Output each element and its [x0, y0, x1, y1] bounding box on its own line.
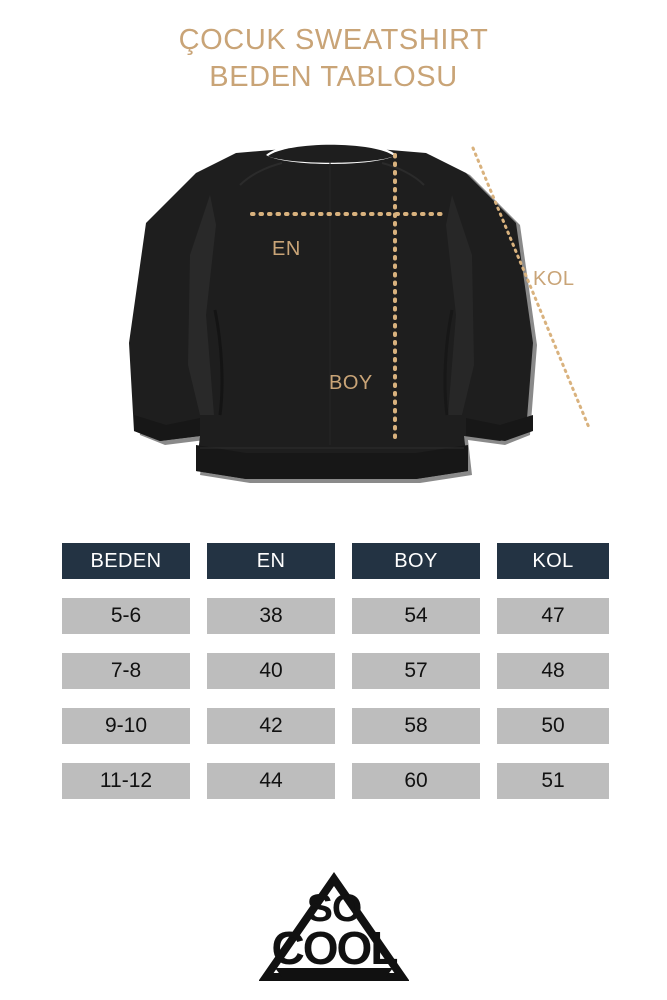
cell-sleeve: 51 — [497, 763, 609, 799]
page-title: ÇOCUK SWEATSHIRT BEDEN TABLOSU — [0, 22, 667, 96]
measure-label-sleeve: KOL — [533, 268, 575, 290]
cell-sleeve: 48 — [497, 653, 609, 689]
measure-label-length: BOY — [329, 372, 373, 394]
table-header-row: BEDEN EN BOY KOL — [62, 543, 610, 579]
table-row: 11-12 44 60 51 — [62, 763, 610, 799]
table-header-kol: KOL — [497, 543, 609, 579]
cell-length: 58 — [352, 708, 480, 744]
cell-width: 44 — [207, 763, 335, 799]
logo-text-so: SO — [306, 887, 360, 930]
page-title-line-2: BEDEN TABLOSU — [209, 61, 458, 94]
cell-length: 57 — [352, 653, 480, 689]
garment-body — [129, 141, 533, 479]
cell-size: 7-8 — [62, 653, 190, 689]
measure-line-sleeve — [471, 146, 592, 432]
table-row: 7-8 40 57 48 — [62, 653, 610, 689]
table-header-boy: BOY — [352, 543, 480, 579]
size-chart-table: BEDEN EN BOY KOL 5-6 38 54 47 7-8 40 57 … — [62, 543, 610, 818]
cell-width: 38 — [207, 598, 335, 634]
table-row: 5-6 38 54 47 — [62, 598, 610, 634]
measure-label-width: EN — [272, 238, 301, 260]
table-header-beden: BEDEN — [62, 543, 190, 579]
cell-size: 9-10 — [62, 708, 190, 744]
cell-width: 42 — [207, 708, 335, 744]
cell-size: 5-6 — [62, 598, 190, 634]
so-cool-logo-graphic: SO COOL — [258, 871, 409, 981]
cell-width: 40 — [207, 653, 335, 689]
sweatshirt-graphic — [129, 141, 592, 483]
cell-sleeve: 47 — [497, 598, 609, 634]
cell-length: 60 — [352, 763, 480, 799]
cell-sleeve: 50 — [497, 708, 609, 744]
page-title-line-1: ÇOCUK SWEATSHIRT — [178, 24, 489, 56]
cell-size: 11-12 — [62, 763, 190, 799]
table-header-en: EN — [207, 543, 335, 579]
brand-logo: SO COOL — [0, 868, 667, 988]
table-row: 9-10 42 58 50 — [62, 708, 610, 744]
logo-text-cool: COOL — [271, 922, 397, 974]
sweatshirt-illustration — [0, 115, 667, 490]
logo-triangle-icon — [258, 871, 409, 981]
cell-length: 54 — [352, 598, 480, 634]
